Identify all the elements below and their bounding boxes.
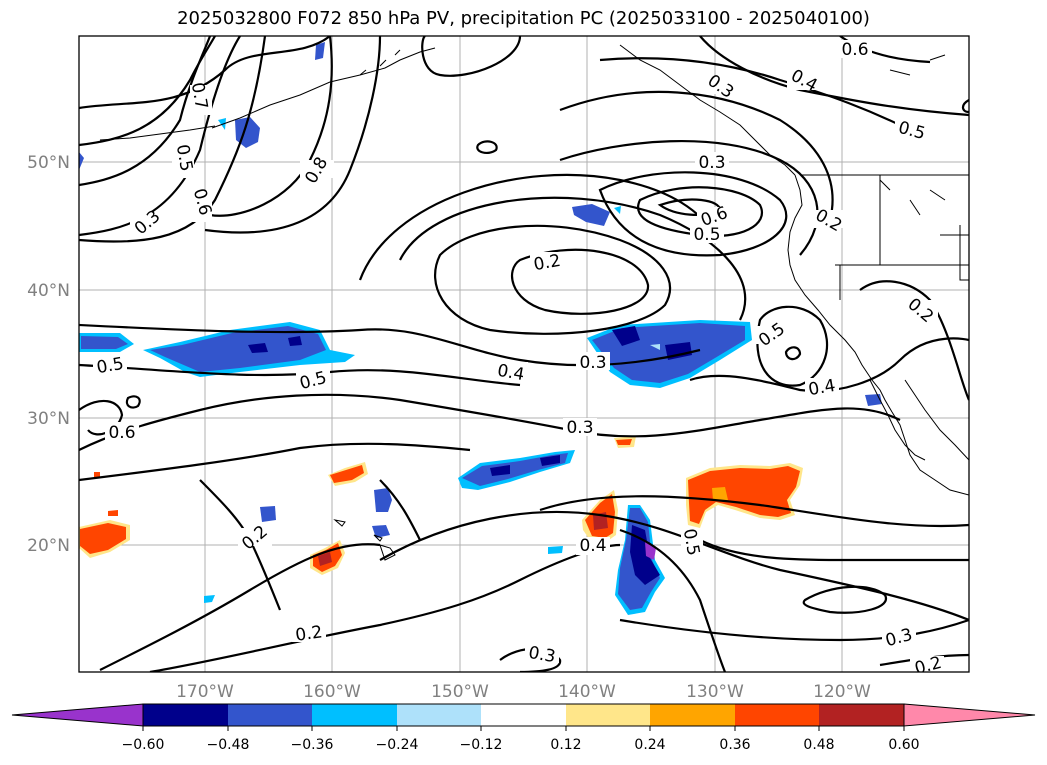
lon-label: 130°W xyxy=(686,682,744,702)
colorbar-tick-label: 0.48 xyxy=(803,737,834,753)
lat-label: 50°N xyxy=(27,153,70,173)
colorbar-segment xyxy=(397,704,481,726)
contour-label: 0.2 xyxy=(532,251,562,275)
contour-label: 0.6 xyxy=(841,40,868,60)
lat-label: 40°N xyxy=(27,281,70,301)
lon-label: 150°W xyxy=(431,682,489,702)
contour-labels: 0.6 0.4 0.3 0.5 0.3 0.2 0.6 0.5 0.2 0.2 … xyxy=(93,40,944,679)
colorbar-segment xyxy=(312,704,397,726)
map-panel: 0.6 0.4 0.3 0.5 0.3 0.2 0.6 0.5 0.2 0.2 … xyxy=(79,36,969,679)
contour-label: 0.7 xyxy=(187,81,211,111)
map-frame xyxy=(78,35,970,673)
lon-label: 170°W xyxy=(176,682,234,702)
contour-label: 0.2 xyxy=(294,622,324,646)
latitude-labels: 50°N 40°N 30°N 20°N xyxy=(27,153,70,556)
contour-label: 0.4 xyxy=(579,536,606,556)
lon-label: 160°W xyxy=(303,682,361,702)
map-title: 2025032800 F072 850 hPa PV, precipitatio… xyxy=(177,8,870,29)
colorbar-tick-label: 0.36 xyxy=(719,737,750,753)
contour-label: 0.6 xyxy=(108,423,135,443)
colorbar-tick-label: −0.36 xyxy=(291,737,334,753)
colorbar-segment xyxy=(228,704,312,726)
contour-label: 0.4 xyxy=(496,361,526,385)
coastlines xyxy=(99,44,969,561)
contour-label: 0.2 xyxy=(913,653,944,679)
colorbar-extend-min xyxy=(11,703,144,727)
contour-label: 0.3 xyxy=(566,418,593,438)
colorbar-tick-label: −0.60 xyxy=(122,737,165,753)
colorbar-extend-max xyxy=(903,703,1036,727)
contour-label: 0.5 xyxy=(95,354,125,378)
colorbar-tick-label: −0.12 xyxy=(460,737,503,753)
colorbar-tick-label: 0.12 xyxy=(550,737,581,753)
colorbar-tick-label: −0.24 xyxy=(376,737,419,753)
lat-label: 20°N xyxy=(27,536,70,556)
lon-label: 120°W xyxy=(813,682,871,702)
colorbar: −0.60 −0.48 −0.36 −0.24 −0.12 0.12 0.24 … xyxy=(11,703,1036,753)
colorbar-segment xyxy=(143,704,228,726)
colorbar-tick-label: −0.48 xyxy=(207,737,250,753)
contour-label: 0.5 xyxy=(679,527,703,557)
colorbar-tick-label: 0.24 xyxy=(634,737,665,753)
colorbar-segment xyxy=(650,704,735,726)
precip-positive-areas xyxy=(79,436,803,575)
lon-label: 140°W xyxy=(558,682,616,702)
colorbar-segment xyxy=(819,704,904,726)
contour-label: 0.3 xyxy=(698,153,725,173)
contour-label: 0.5 xyxy=(693,225,720,245)
contour-label: 0.3 xyxy=(527,643,557,667)
contour-label: 0.3 xyxy=(579,353,606,373)
contour-label: 0.5 xyxy=(172,143,196,173)
colorbar-segment xyxy=(735,704,819,726)
colorbar-segment xyxy=(566,704,650,726)
colorbar-segment xyxy=(481,704,566,726)
lat-label: 30°N xyxy=(27,409,70,429)
contour-label: 0.4 xyxy=(807,376,837,400)
longitude-labels: 170°W 160°W 150°W 140°W 130°W 120°W xyxy=(176,682,871,702)
colorbar-tick-label: 0.60 xyxy=(888,737,919,753)
colorbar-ticks xyxy=(142,726,905,731)
precip-negative-areas xyxy=(79,42,882,615)
